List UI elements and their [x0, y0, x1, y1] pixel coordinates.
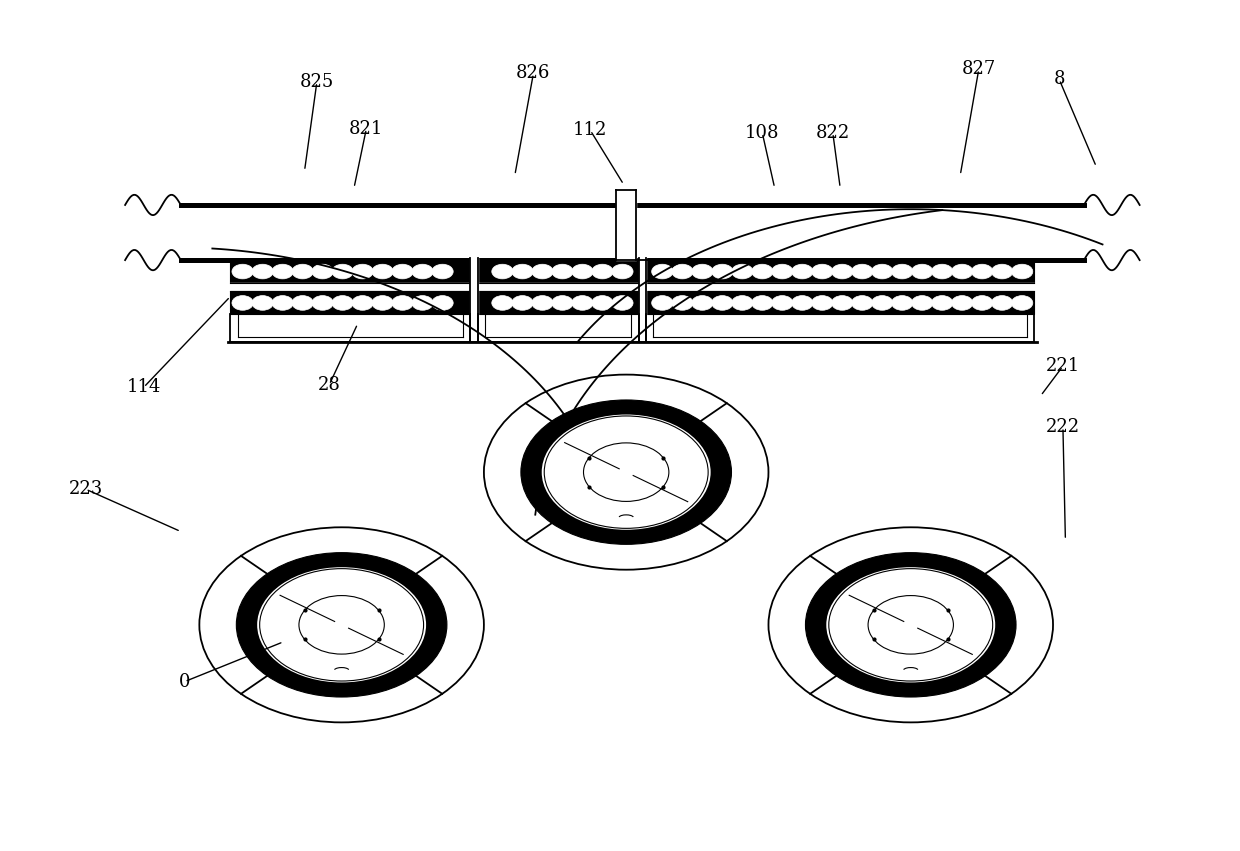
Text: 826: 826 [516, 65, 551, 83]
Circle shape [712, 264, 733, 279]
Circle shape [652, 264, 673, 279]
Bar [231, 292, 1034, 314]
Circle shape [771, 295, 792, 311]
Circle shape [521, 400, 732, 545]
Circle shape [751, 295, 773, 311]
Circle shape [872, 264, 893, 279]
Circle shape [492, 295, 513, 311]
Circle shape [832, 295, 853, 311]
Circle shape [591, 264, 613, 279]
Circle shape [412, 295, 433, 311]
Circle shape [352, 264, 373, 279]
Circle shape [852, 264, 873, 279]
Circle shape [372, 295, 393, 311]
Bar [231, 260, 1034, 283]
Circle shape [971, 264, 993, 279]
Circle shape [591, 295, 613, 311]
Circle shape [751, 264, 773, 279]
Circle shape [252, 295, 273, 311]
Circle shape [826, 566, 996, 683]
Circle shape [992, 295, 1013, 311]
Circle shape [432, 264, 453, 279]
Text: 114: 114 [126, 379, 161, 397]
Circle shape [232, 264, 253, 279]
Circle shape [992, 264, 1013, 279]
Circle shape [312, 264, 334, 279]
Bar [181, 205, 1084, 260]
Circle shape [806, 552, 1016, 697]
Circle shape [811, 295, 833, 311]
Circle shape [611, 264, 634, 279]
Circle shape [1012, 264, 1033, 279]
Circle shape [811, 264, 833, 279]
Circle shape [492, 264, 513, 279]
Circle shape [572, 295, 593, 311]
Text: 825: 825 [300, 73, 334, 91]
Circle shape [372, 264, 393, 279]
Circle shape [911, 295, 932, 311]
Text: 821: 821 [350, 120, 383, 138]
Text: 108: 108 [745, 124, 780, 142]
Circle shape [232, 295, 253, 311]
Circle shape [672, 295, 693, 311]
Text: 0: 0 [179, 672, 190, 691]
Circle shape [392, 264, 413, 279]
Circle shape [272, 295, 294, 311]
Circle shape [552, 264, 573, 279]
Circle shape [931, 295, 952, 311]
Circle shape [771, 264, 792, 279]
Text: 8: 8 [1054, 71, 1065, 89]
Circle shape [512, 264, 533, 279]
Circle shape [872, 295, 893, 311]
Circle shape [951, 264, 973, 279]
Circle shape [732, 264, 753, 279]
Circle shape [312, 295, 334, 311]
Circle shape [672, 264, 693, 279]
Circle shape [532, 295, 553, 311]
Circle shape [931, 264, 952, 279]
Circle shape [692, 295, 713, 311]
Circle shape [732, 295, 753, 311]
Circle shape [611, 295, 634, 311]
Circle shape [852, 295, 873, 311]
Circle shape [432, 295, 453, 311]
Circle shape [352, 295, 373, 311]
Circle shape [252, 264, 273, 279]
Circle shape [532, 264, 553, 279]
Text: 223: 223 [68, 480, 103, 498]
Circle shape [791, 295, 813, 311]
Circle shape [552, 295, 573, 311]
Circle shape [257, 566, 427, 683]
Circle shape [832, 264, 853, 279]
Circle shape [892, 264, 913, 279]
Circle shape [1012, 295, 1033, 311]
Circle shape [712, 295, 733, 311]
Text: 827: 827 [962, 60, 996, 78]
Text: 221: 221 [1045, 357, 1080, 375]
Circle shape [332, 295, 353, 311]
Text: 112: 112 [573, 122, 608, 140]
Circle shape [412, 264, 433, 279]
Circle shape [291, 295, 314, 311]
Text: 222: 222 [1045, 418, 1080, 437]
Circle shape [892, 295, 913, 311]
Circle shape [332, 264, 353, 279]
Circle shape [541, 414, 712, 531]
Circle shape [692, 264, 713, 279]
Circle shape [652, 295, 673, 311]
Text: 822: 822 [816, 124, 849, 142]
Text: 28: 28 [317, 376, 341, 394]
Circle shape [951, 295, 973, 311]
Circle shape [512, 295, 533, 311]
Circle shape [272, 264, 294, 279]
Circle shape [572, 264, 593, 279]
Circle shape [911, 264, 932, 279]
Circle shape [791, 264, 813, 279]
Circle shape [392, 295, 413, 311]
Circle shape [291, 264, 314, 279]
Circle shape [971, 295, 993, 311]
Circle shape [237, 552, 446, 697]
